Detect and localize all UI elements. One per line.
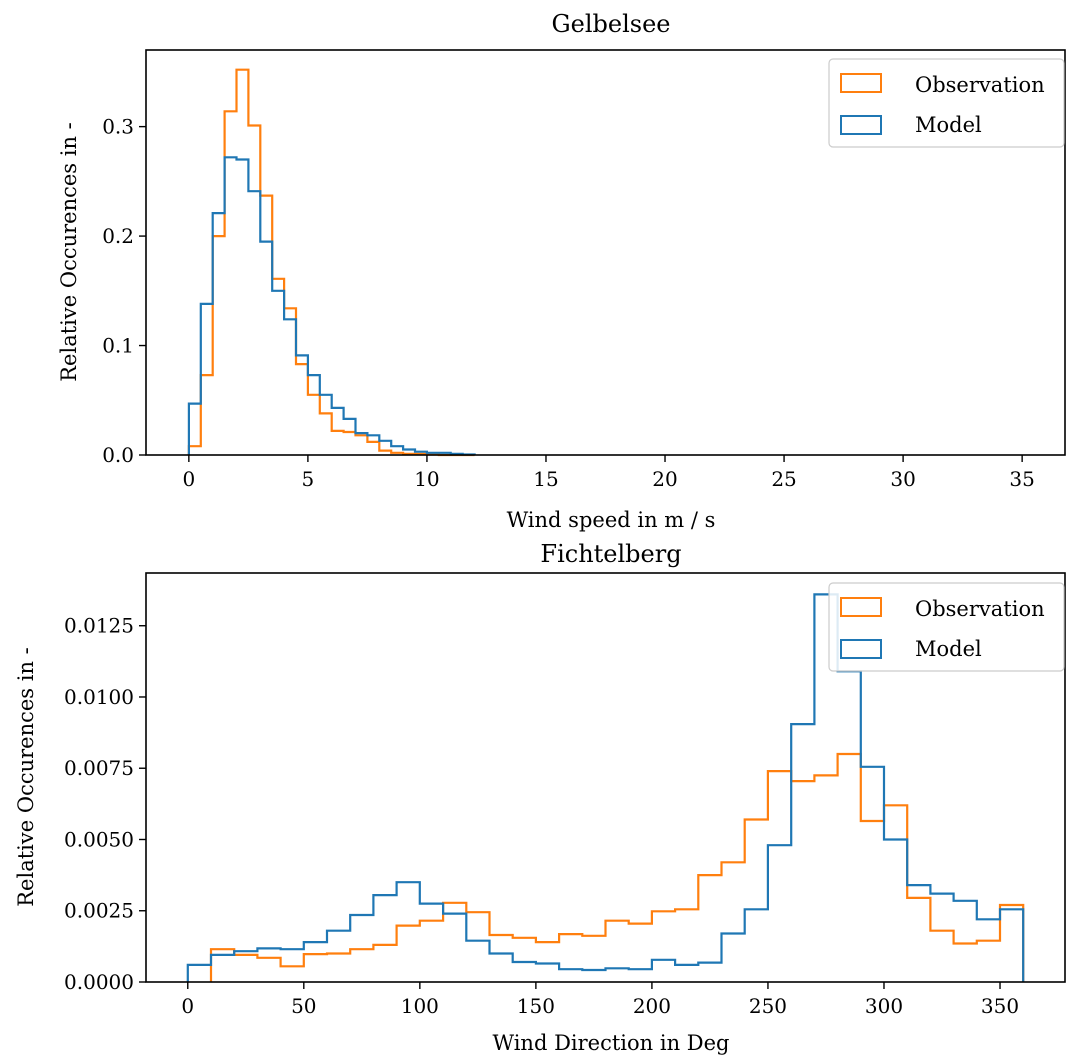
- x-tick-label: 0: [182, 467, 195, 491]
- x-tick-label: 50: [291, 994, 316, 1018]
- x-tick-label: 25: [771, 467, 796, 491]
- legend-label-model: Model: [915, 637, 982, 661]
- x-tick-label: 250: [749, 994, 787, 1018]
- wind-direction-chart: Fichtelberg 0 50 100 150 200 250 300 350 0.0000…: [14, 540, 1066, 1055]
- x-tick-label: 300: [865, 994, 903, 1018]
- y-tick-label: 0.2: [102, 224, 134, 248]
- legend-swatch-observation: [840, 597, 882, 617]
- chart-title: Fichtelberg: [540, 540, 681, 568]
- y-tick-label: 0.0: [102, 443, 134, 467]
- x-axis-ticks: 0 50 100 150 200 250 300 350: [181, 982, 1019, 1018]
- x-tick-label: 0: [181, 994, 194, 1018]
- x-tick-label: 100: [401, 994, 439, 1018]
- x-axis-ticks: 0 5 10 15 20 25 30 35: [182, 455, 1035, 491]
- legend: Observation Model: [828, 582, 1065, 672]
- legend-box: [828, 582, 1065, 672]
- x-tick-label: 35: [1009, 467, 1034, 491]
- x-tick-label: 150: [517, 994, 555, 1018]
- y-tick-label: 0.0125: [64, 614, 134, 638]
- x-tick-label: 5: [302, 467, 315, 491]
- y-axis-label: Relative Occurences in -: [14, 647, 38, 907]
- legend-swatch-model: [840, 639, 882, 659]
- y-tick-label: 0.1: [102, 334, 134, 358]
- x-tick-label: 200: [633, 994, 671, 1018]
- y-tick-label: 0.0050: [64, 827, 134, 851]
- histogram-steps: [187, 68, 476, 457]
- legend-swatch-observation: [840, 73, 882, 93]
- plot-frame: [145, 572, 1066, 983]
- x-tick-label: 10: [414, 467, 439, 491]
- y-tick-label: 0.0000: [64, 970, 134, 994]
- y-tick-label: 0.3: [102, 115, 134, 139]
- legend-box: [828, 58, 1065, 148]
- series-model-step: [186, 593, 1025, 982]
- y-tick-label: 0.0025: [64, 899, 134, 923]
- series-model-step: [187, 156, 476, 456]
- y-axis-label: Relative Occurences in -: [57, 122, 81, 382]
- wind-speed-chart: Gelbelsee 0 5 10 15 20 25 30 35 0.0 0.1 0.2 0.3 Wi…: [57, 10, 1066, 532]
- x-tick-label: 30: [890, 467, 915, 491]
- x-tick-label: 20: [652, 467, 677, 491]
- legend-label-observation: Observation: [915, 597, 1045, 621]
- legend-label-model: Model: [915, 113, 982, 137]
- chart-title: Gelbelsee: [551, 10, 670, 38]
- y-axis-ticks: 0.0000 0.0025 0.0050 0.0075 0.0100 0.0125: [64, 614, 146, 994]
- x-axis-label: Wind speed in m / s: [507, 508, 716, 532]
- y-axis-ticks: 0.0 0.1 0.2 0.3: [102, 115, 146, 467]
- series-observation-step: [209, 752, 1025, 982]
- legend-label-observation: Observation: [915, 73, 1045, 97]
- series-observation-step: [187, 68, 475, 457]
- x-tick-label: 350: [981, 994, 1019, 1018]
- legend-swatch-model: [840, 115, 882, 135]
- y-tick-label: 0.0100: [64, 685, 134, 709]
- histogram-steps: [186, 593, 1025, 982]
- x-axis-label: Wind Direction in Deg: [493, 1031, 730, 1055]
- y-tick-label: 0.0075: [64, 756, 134, 780]
- legend: Observation Model: [828, 58, 1065, 148]
- plot-frame: [145, 49, 1066, 456]
- x-tick-label: 15: [533, 467, 558, 491]
